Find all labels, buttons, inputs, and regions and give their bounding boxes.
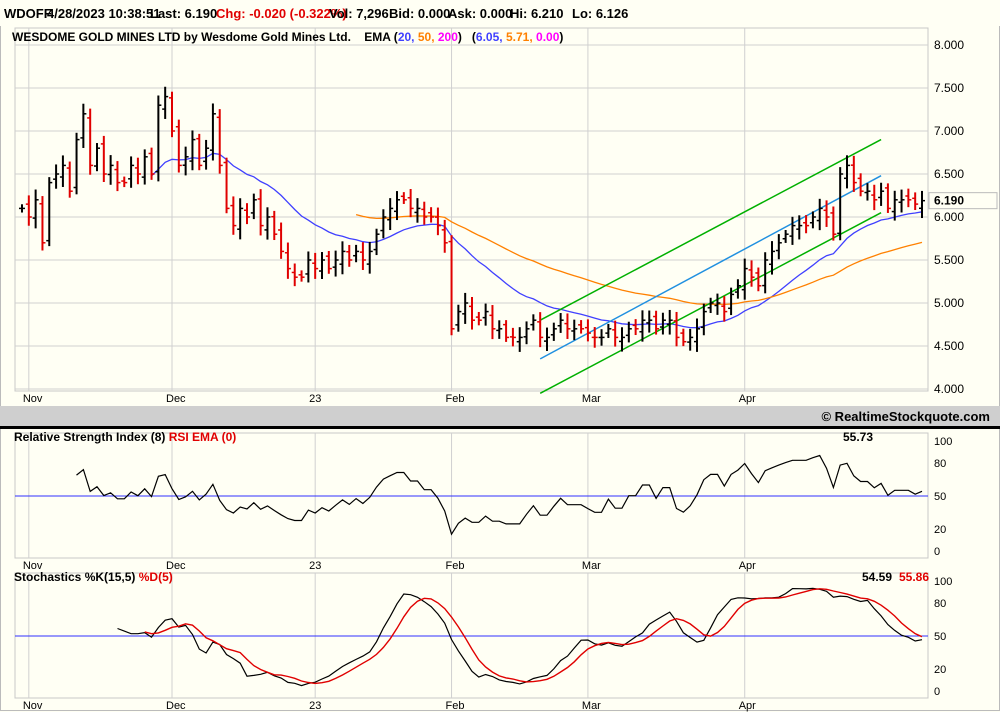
stoch-k-label: Stochastics %K(15,5) bbox=[14, 570, 136, 584]
x-tick-label: Apr bbox=[739, 560, 756, 572]
rsi-tick-label: 0 bbox=[934, 546, 940, 558]
rsi-ema-label: RSI EMA (0) bbox=[168, 430, 237, 444]
high: Hi: 6.210 bbox=[510, 6, 564, 21]
stoch-tick-label: 0 bbox=[934, 686, 940, 698]
rsi-tick-label: 20 bbox=[934, 524, 946, 536]
change: Chg: -0.020 (-0.322%) bbox=[216, 6, 347, 21]
x-tick-label: Nov bbox=[23, 560, 43, 572]
rsi-label: Relative Strength Index (8) bbox=[14, 430, 166, 444]
x-tick-label: Feb bbox=[446, 560, 465, 572]
stoch-d-label: %D(5) bbox=[138, 570, 173, 584]
ema50-line bbox=[355, 213, 923, 306]
ema200-period: 200 bbox=[437, 30, 458, 44]
rsi-title: Relative Strength Index (8) RSI EMA (0) bbox=[14, 430, 236, 444]
ema20-period: 20, bbox=[397, 30, 415, 44]
paren: ) bbox=[559, 30, 564, 44]
x-tick-label: Apr bbox=[739, 393, 756, 405]
ema50-period: 50, bbox=[417, 30, 435, 44]
paren: ) bbox=[457, 30, 462, 44]
price-legend: WESDOME GOLD MINES LTD by Wesdome Gold M… bbox=[12, 30, 563, 44]
x-tick-label: 23 bbox=[309, 700, 321, 712]
last-price-box bbox=[928, 192, 998, 210]
x-tick-label: Dec bbox=[166, 393, 186, 405]
x-tick-label: Mar bbox=[582, 700, 601, 712]
stoch-k-line bbox=[117, 587, 923, 687]
price-tick-label: 6.000 bbox=[934, 210, 964, 224]
ema200-value: 0.00 bbox=[536, 30, 560, 44]
panel-frame bbox=[14, 27, 929, 392]
last-price-label: 6.190 bbox=[934, 194, 964, 208]
price-tick-label: 8.000 bbox=[934, 38, 964, 52]
channel-upper-trendline bbox=[539, 138, 882, 321]
ema50-value: 5.71, bbox=[505, 30, 533, 44]
x-tick-label: Dec bbox=[166, 560, 186, 572]
x-tick-label: Nov bbox=[23, 700, 43, 712]
ema20-value: 6.05, bbox=[475, 30, 503, 44]
volume: Vol: 7,296 bbox=[329, 6, 389, 21]
price-tick-label: 5.500 bbox=[934, 253, 964, 267]
x-tick-label: Feb bbox=[446, 393, 465, 405]
price-tick-label: 6.500 bbox=[934, 167, 964, 181]
quote-header: WDOFF 4/28/2023 10:38:51 Last: 6.190 Chg… bbox=[0, 0, 1000, 26]
paren: ( bbox=[471, 30, 476, 44]
rsi-tick-label: 80 bbox=[934, 458, 946, 470]
channel-mid-trendline bbox=[539, 175, 882, 360]
x-tick-label: Apr bbox=[739, 700, 756, 712]
price-tick-label: 5.000 bbox=[934, 296, 964, 310]
stoch-tick-label: 50 bbox=[934, 631, 946, 643]
stoch-tick-label: 100 bbox=[934, 576, 952, 588]
copyright: © RealtimeStockquote.com bbox=[821, 409, 990, 424]
stoch-k-value: 54.59 bbox=[862, 570, 893, 584]
stoch-d-value: 55.86 bbox=[899, 570, 930, 584]
stoch-tick-label: 20 bbox=[934, 664, 946, 676]
x-tick-label: Nov bbox=[23, 393, 43, 405]
stoch-tick-label: 80 bbox=[934, 598, 946, 610]
x-tick-label: Mar bbox=[582, 393, 601, 405]
x-tick-label: Mar bbox=[582, 560, 601, 572]
last-price: Last: 6.190 bbox=[150, 6, 218, 21]
symbol: WDOFF bbox=[4, 6, 52, 21]
rsi-tick-label: 100 bbox=[934, 436, 952, 448]
rsi-tick-label: 50 bbox=[934, 491, 946, 503]
stoch-d-line bbox=[144, 588, 923, 685]
security-title: WESDOME GOLD MINES LTD by Wesdome Gold M… bbox=[12, 30, 351, 44]
price-tick-label: 4.500 bbox=[934, 339, 964, 353]
ask: Ask: 0.000 bbox=[448, 6, 513, 21]
rsi-value: 55.73 bbox=[843, 430, 874, 444]
price-tick-label: 7.000 bbox=[934, 124, 964, 138]
datetime: 4/28/2023 10:38:51 bbox=[47, 6, 161, 21]
bid: Bid: 0.000 bbox=[389, 6, 451, 21]
x-tick-label: Dec bbox=[166, 700, 186, 712]
rsi-line bbox=[76, 454, 923, 536]
x-tick-label: Feb bbox=[446, 700, 465, 712]
x-tick-label: 23 bbox=[309, 393, 321, 405]
stoch-title: Stochastics %K(15,5) %D(5) bbox=[14, 570, 173, 584]
ema-label: EMA ( bbox=[364, 30, 398, 44]
price-tick-label: 4.000 bbox=[934, 382, 964, 396]
price-tick-label: 7.500 bbox=[934, 81, 964, 95]
low: Lo: 6.126 bbox=[572, 6, 629, 21]
copyright-strip: © RealtimeStockquote.com bbox=[0, 406, 1000, 429]
ema20-line bbox=[151, 152, 923, 329]
x-tick-label: 23 bbox=[309, 560, 321, 572]
